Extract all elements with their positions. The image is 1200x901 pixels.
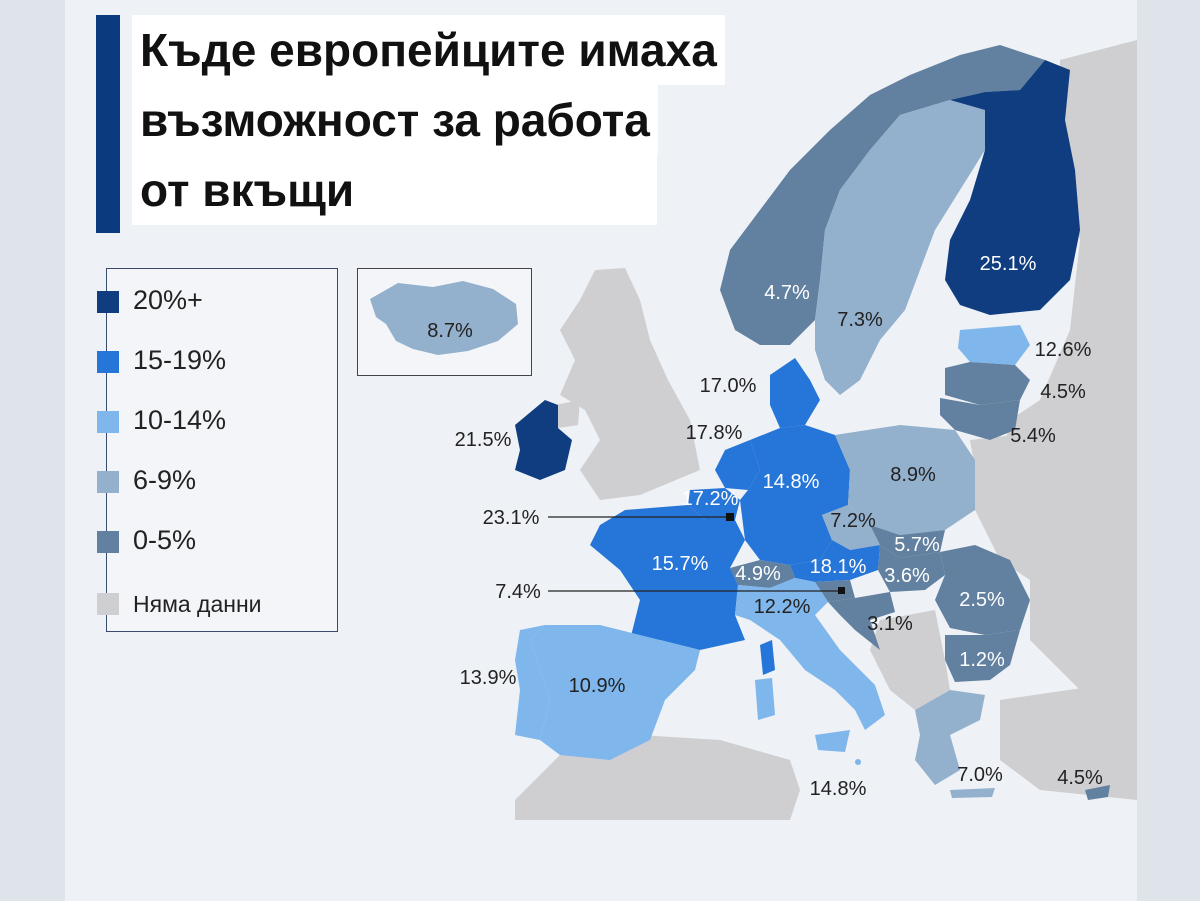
legend-swatch	[97, 471, 119, 493]
region-malta	[855, 759, 861, 765]
label-slovakia: 5.7%	[894, 534, 940, 556]
region-northern-ireland	[555, 400, 580, 428]
label-poland: 8.9%	[890, 464, 936, 486]
region-slovakia	[870, 525, 945, 558]
label-denmark: 17.0%	[700, 375, 757, 397]
region-crete	[950, 788, 995, 798]
legend-label: 0-5%	[133, 525, 197, 555]
region-russia	[1000, 40, 1137, 560]
region-estonia	[958, 325, 1030, 365]
region-croatia	[828, 592, 895, 650]
region-sicily	[815, 730, 850, 752]
region-iceland	[370, 281, 518, 355]
label-spain: 10.9%	[569, 675, 626, 697]
label-italy: 12.2%	[754, 596, 811, 618]
region-austria	[790, 540, 880, 582]
title-line-1: Къде европейците имаха	[132, 15, 725, 85]
legend-label: 20%+	[133, 285, 203, 315]
legend-swatch	[97, 291, 119, 313]
label-latvia: 4.5%	[1040, 381, 1086, 403]
region-italy	[735, 578, 885, 730]
region-lithuania	[940, 398, 1020, 440]
region-poland	[835, 425, 975, 535]
region-corsica	[760, 640, 775, 675]
label-bulgaria: 1.2%	[959, 649, 1005, 671]
legend: 20%+ 15-19% 10-14% 6-9% 0-5% Няма данни	[97, 268, 338, 632]
region-netherlands	[715, 440, 760, 490]
label-netherlands: 17.8%	[686, 422, 743, 444]
region-portugal	[515, 625, 550, 740]
label-cyprus: 4.5%	[1057, 767, 1103, 789]
region-greece	[915, 690, 985, 785]
page-title: Къде европейците имаха възможност за раб…	[132, 15, 832, 243]
region-france	[590, 505, 745, 650]
region-hungary	[878, 545, 945, 592]
label-hungary: 3.6%	[884, 565, 930, 587]
region-balkans-west	[870, 610, 950, 710]
title-accent-bar	[96, 15, 120, 233]
label-belgium: 17.2%	[682, 488, 739, 510]
region-bulgaria	[945, 630, 1020, 682]
label-austria: 18.1%	[810, 556, 867, 578]
region-switzerland	[730, 560, 795, 588]
region-czechia	[822, 505, 880, 550]
legend-label: 6-9%	[133, 465, 197, 495]
label-slovenia: 7.4%	[495, 581, 541, 603]
label-switzerland: 4.9%	[735, 563, 781, 585]
legend-swatch	[97, 411, 119, 433]
legend-label: 15-19%	[133, 345, 227, 375]
region-latvia	[945, 362, 1030, 405]
label-greece: 7.0%	[957, 764, 1003, 786]
region-romania	[935, 545, 1030, 635]
region-sweden	[815, 100, 985, 395]
label-malta: 14.8%	[810, 778, 867, 800]
region-uk	[560, 268, 700, 500]
label-romania: 2.5%	[959, 589, 1005, 611]
label-ireland: 21.5%	[455, 429, 512, 451]
region-turkey	[1000, 680, 1137, 800]
label-croatia: 3.1%	[867, 613, 913, 635]
label-estonia: 12.6%	[1035, 339, 1092, 361]
legend-label: Няма данни	[133, 591, 262, 617]
label-czechia: 7.2%	[830, 510, 876, 532]
title-line-3: от вкъщи	[132, 155, 657, 225]
label-germany: 14.8%	[763, 471, 820, 493]
region-belgium	[688, 488, 740, 520]
region-germany	[740, 425, 850, 565]
region-sardinia	[755, 678, 775, 720]
legend-swatch	[97, 351, 119, 373]
label-lithuania: 5.4%	[1010, 425, 1056, 447]
legend-swatch	[97, 593, 119, 615]
label-sweden: 7.3%	[837, 309, 883, 331]
title-line-2: възможност за работа	[132, 85, 658, 155]
region-belarus-ukraine	[970, 430, 1137, 690]
legend-label: 10-14%	[133, 405, 227, 435]
region-denmark	[770, 358, 820, 428]
label-luxembourg: 23.1%	[483, 507, 540, 529]
label-portugal: 13.9%	[460, 667, 517, 689]
iceland-inset: 8.7%	[357, 268, 532, 376]
region-spain	[530, 625, 700, 760]
legend-swatch	[97, 531, 119, 553]
label-france: 15.7%	[652, 553, 709, 575]
region-ireland	[515, 400, 572, 480]
region-norway	[720, 45, 1045, 345]
label-finland: 25.1%	[980, 253, 1037, 275]
iceland-map: 8.7%	[370, 281, 518, 355]
label-norway: 4.7%	[764, 282, 810, 304]
label-iceland: 8.7%	[427, 320, 473, 342]
leader-dot-slovenia	[838, 587, 845, 594]
region-cyprus	[1085, 785, 1110, 800]
leader-dot-luxembourg	[726, 513, 734, 521]
region-finland	[945, 60, 1080, 315]
